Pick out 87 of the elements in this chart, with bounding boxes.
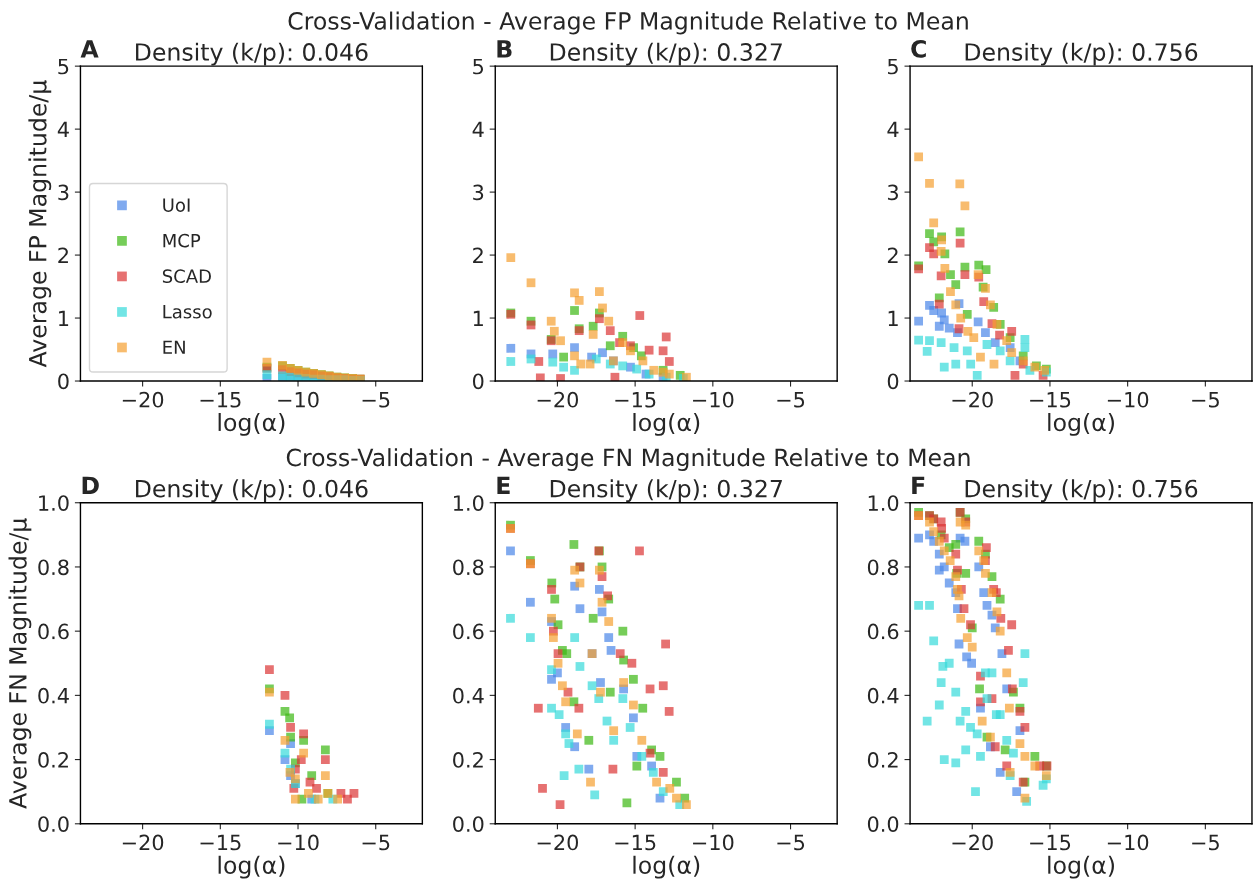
x-tick-label: −10 (693, 391, 734, 408)
x-tick-label: −10 (1107, 834, 1149, 851)
chart-title: Density (k/p): 0.327 (550, 42, 782, 66)
x-tick-label: −20 (952, 834, 993, 851)
x-tick-label: −5 (777, 834, 805, 851)
y-tick-label: 1.0 (39, 495, 69, 511)
x-tick-label: −5 (777, 392, 805, 408)
x-tick-label: −5 (362, 834, 390, 851)
x-axis-title: log(α) (633, 412, 700, 436)
text: Cross-Validation - Average FN Magnitude Relative to Mean (286, 448, 970, 471)
y-tick-label: 2 (887, 247, 898, 263)
y-tick-label: 0.0 (453, 816, 484, 832)
x-axis-title: log(α) (218, 412, 285, 436)
x-tick-label: −20 (537, 834, 579, 851)
legend-label: MCP (163, 233, 201, 248)
x-axis-title: log(α) (1048, 855, 1114, 879)
legend-label: SCAD (162, 269, 211, 283)
text: E (497, 476, 510, 494)
chart-title: Density (k/p): 0.756 (965, 479, 1198, 503)
y-tick-label: 0.2 (453, 752, 483, 768)
chart-title: Density (k/p): 0.046 (136, 42, 368, 66)
x-tick-label: −5 (1192, 834, 1219, 851)
y-tick-label: 1 (888, 310, 898, 326)
y-tick-label: 0 (887, 373, 899, 390)
legend-label: EN (163, 340, 185, 354)
y-tick-label: 0.4 (867, 687, 899, 704)
y-tick-label: 1.0 (454, 495, 484, 511)
x-tick-label: −20 (537, 391, 579, 408)
y-tick-label: 0.8 (38, 559, 69, 576)
y-tick-label: 0 (58, 373, 69, 390)
y-tick-label: 0.8 (453, 559, 484, 576)
y-tick-label: 0.2 (38, 752, 68, 768)
x-tick-label: −15 (1030, 834, 1071, 851)
x-axis-title: log(α) (1048, 412, 1114, 436)
y-tick-label: 5 (888, 58, 898, 75)
y-tick-label: 4 (887, 121, 899, 138)
x-axis-title: log(α) (218, 855, 285, 879)
y-tick-label: 1 (59, 310, 69, 326)
y-tick-label: 3 (58, 184, 69, 201)
y-tick-label: 0.0 (38, 816, 69, 832)
y-tick-label: 0.8 (867, 559, 899, 576)
y-tick-label: 0 (472, 373, 484, 390)
x-tick-label: −15 (200, 392, 241, 408)
text: Cross-Validation - Average FP Magnitude Relative to Mean (288, 11, 968, 35)
y-tick-label: 5 (473, 58, 484, 75)
x-tick-label: −5 (1192, 392, 1219, 408)
x-tick-label: −15 (615, 392, 656, 408)
x-tick-label: −15 (1030, 392, 1071, 408)
x-tick-label: −10 (278, 391, 319, 408)
y-tick-label: 0.4 (38, 687, 69, 704)
x-tick-label: −20 (122, 834, 164, 851)
y-tick-label: 0.4 (453, 687, 484, 704)
y-tick-label: 0.6 (453, 623, 484, 640)
legend-label: UoI (163, 198, 190, 212)
y-tick-label: 4 (472, 121, 484, 138)
y-tick-label: 0.6 (38, 623, 69, 640)
text: B (497, 40, 512, 58)
chart-title: Density (k/p): 0.327 (550, 479, 782, 503)
y-tick-label: 3 (887, 184, 898, 201)
y-tick-label: 4 (57, 121, 69, 138)
x-tick-label: −20 (122, 391, 164, 408)
y-axis-title: Average FN Magnitude/μ (8, 518, 32, 809)
y-tick-label: 0.0 (867, 816, 899, 832)
chart-title: Density (k/p): 0.046 (136, 479, 368, 503)
x-axis-title: log(α) (633, 855, 700, 879)
x-tick-label: −15 (615, 834, 656, 851)
y-tick-label: 3 (473, 184, 484, 201)
chart-title: Density (k/p): 0.756 (965, 42, 1198, 66)
text: C (911, 39, 926, 58)
x-tick-label: −20 (952, 391, 993, 408)
y-tick-label: 1 (473, 310, 483, 326)
x-tick-label: −10 (1107, 391, 1149, 408)
x-tick-label: −5 (362, 392, 390, 408)
y-tick-label: 0.2 (867, 752, 898, 768)
y-tick-label: 2 (473, 247, 483, 263)
y-axis-title: Average FP Magnitude/μ (28, 80, 52, 368)
x-tick-label: −10 (278, 834, 319, 851)
y-tick-label: 2 (58, 247, 68, 263)
x-tick-label: −15 (200, 834, 241, 851)
text: F (912, 476, 925, 494)
text: A (80, 40, 99, 58)
y-tick-label: 5 (58, 58, 69, 75)
legend-label: Lasso (163, 305, 212, 319)
y-tick-label: 1.0 (868, 495, 899, 511)
x-tick-label: −10 (693, 834, 734, 851)
text: D (82, 476, 99, 494)
y-tick-label: 0.6 (867, 623, 899, 640)
